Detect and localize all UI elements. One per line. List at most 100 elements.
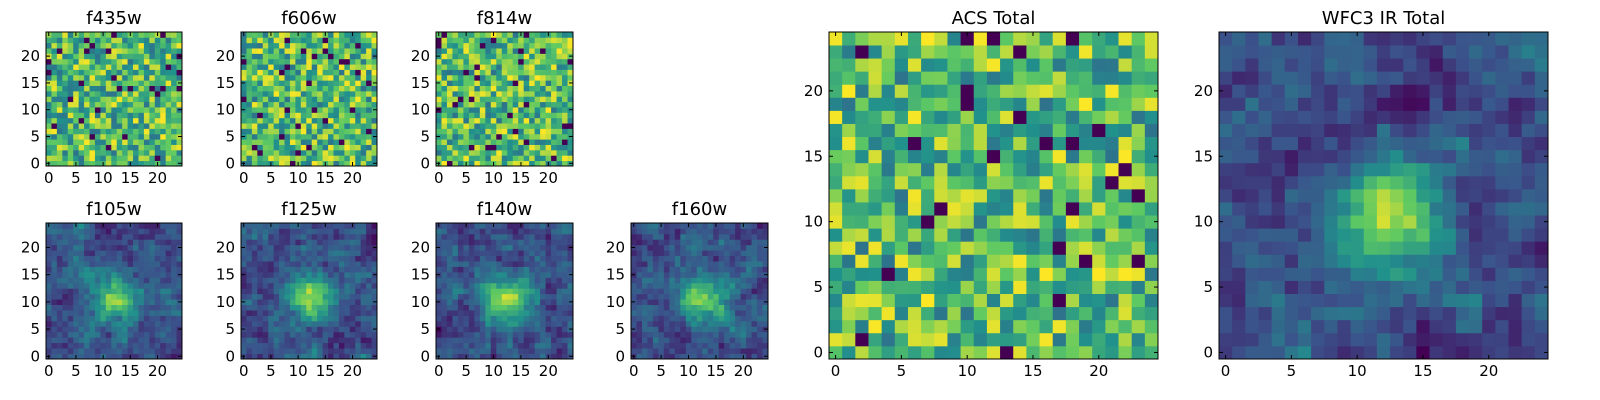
heatmap-cell [165, 155, 172, 162]
heatmap-cell [512, 160, 519, 167]
heatmap-cell [452, 144, 459, 151]
heatmap-cell [360, 123, 367, 129]
heatmap-cell [133, 80, 139, 86]
heatmap-cell [641, 331, 648, 338]
heatmap-cell [333, 271, 340, 278]
heatmap-cell [284, 282, 291, 289]
heatmap-cell [518, 244, 525, 251]
heatmap-cell [289, 326, 296, 333]
heatmap-cell [529, 261, 536, 267]
heatmap-cell [366, 282, 372, 289]
heatmap-cell [713, 250, 720, 257]
heatmap-cell [463, 337, 470, 344]
heatmap-cell [746, 331, 752, 338]
heatmap-cell [62, 144, 69, 151]
heatmap-cell [333, 250, 340, 257]
heatmap-cell [154, 149, 161, 156]
heatmap-cell [322, 342, 329, 349]
heatmap-cell [257, 320, 264, 327]
heatmap-cell [562, 277, 568, 284]
heatmap-cell [567, 233, 574, 240]
heatmap-cell [176, 233, 183, 240]
heatmap-cell [171, 326, 177, 333]
heatmap-cell [273, 348, 280, 354]
heatmap-cell [713, 277, 720, 284]
heatmap-cell [551, 128, 557, 135]
heatmap-cell [333, 96, 340, 103]
y-tick-label: 10 [21, 101, 40, 119]
heatmap-cell [529, 331, 536, 338]
heatmap-cell [100, 155, 107, 162]
heatmap-cell [501, 139, 508, 145]
x-tick-label: 10 [289, 169, 308, 187]
heatmap-cell [762, 223, 769, 229]
heatmap-cell [122, 112, 128, 119]
heatmap-cell [273, 353, 280, 360]
heatmap-cell [62, 128, 69, 135]
heatmap-cell [474, 293, 481, 300]
heatmap-cell [556, 107, 563, 113]
heatmap-cell [154, 299, 161, 305]
heatmap-cell [105, 128, 112, 135]
heatmap-cell [241, 261, 247, 267]
heatmap-cell [691, 239, 698, 246]
heatmap-cell [366, 123, 372, 129]
heatmap-cell [62, 123, 69, 129]
heatmap-cell [545, 155, 552, 162]
heatmap-cell [62, 74, 69, 81]
heatmap-cell [333, 261, 340, 267]
heatmap-cell [1052, 280, 1067, 294]
heatmap-cell [289, 304, 296, 311]
heatmap-cell [562, 80, 568, 86]
heatmap-cell [551, 239, 557, 246]
heatmap-cell [279, 37, 285, 44]
heatmap-cell [344, 144, 351, 151]
heatmap-cell [127, 149, 134, 156]
heatmap-cell [680, 282, 687, 289]
heatmap-cell [176, 58, 183, 65]
heatmap-cell [1026, 332, 1040, 347]
heatmap-cell [371, 144, 378, 151]
heatmap-cell [127, 282, 134, 289]
heatmap-cell [328, 64, 334, 70]
heatmap-cell [154, 64, 161, 70]
heatmap-cell [960, 306, 975, 321]
heatmap-cell [279, 149, 285, 156]
heatmap-cell [551, 244, 557, 251]
heatmap-cell [631, 261, 637, 267]
heatmap-cell [652, 326, 659, 333]
heatmap-cell [89, 96, 96, 103]
heatmap-cell [62, 69, 69, 76]
heatmap-cell [322, 85, 329, 92]
heatmap-cell [674, 310, 681, 316]
heatmap-cell [143, 160, 150, 167]
heatmap-cell [529, 96, 536, 103]
heatmap-cell [160, 112, 167, 119]
heatmap-cell [51, 310, 58, 316]
heatmap-cell [51, 320, 58, 327]
heatmap-cell [284, 293, 291, 300]
heatmap-cell [171, 255, 177, 262]
heatmap-cell [562, 123, 568, 129]
heatmap-cell [562, 155, 568, 162]
heatmap-cell [338, 101, 345, 108]
heatmap-cell [366, 233, 372, 240]
heatmap-cell [724, 244, 731, 251]
heatmap-cell [479, 233, 486, 240]
heatmap-cell [735, 326, 741, 333]
heatmap-cell [751, 223, 758, 229]
heatmap-cell [986, 332, 1001, 347]
heatmap-cell [306, 32, 313, 38]
heatmap-cell [751, 244, 758, 251]
heatmap-cell [273, 293, 280, 300]
heatmap-cell [127, 53, 134, 60]
heatmap-cell [306, 117, 313, 124]
heatmap-cell [295, 101, 302, 108]
heatmap-cell [534, 277, 541, 284]
heatmap-cell [138, 96, 145, 103]
heatmap-cell [512, 32, 519, 38]
heatmap-cell [501, 155, 508, 162]
heatmap-cell [138, 228, 145, 235]
heatmap-cell [479, 144, 486, 151]
heatmap-cell [551, 149, 557, 156]
